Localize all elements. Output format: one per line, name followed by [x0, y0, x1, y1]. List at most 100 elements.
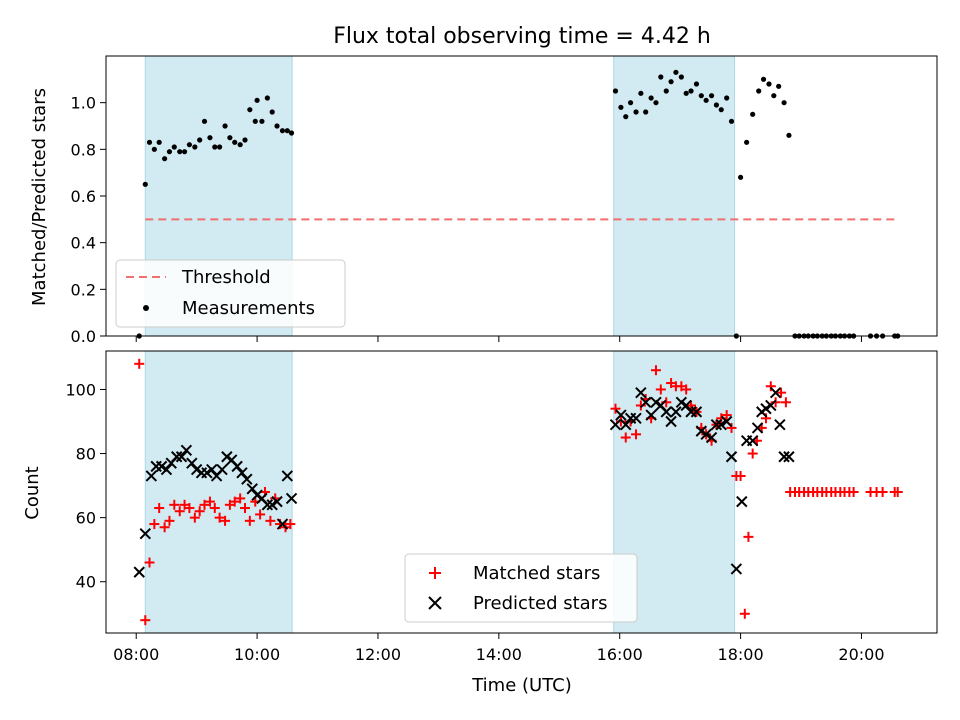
matched-star-point [681, 384, 692, 395]
matched-star-point [140, 615, 151, 626]
measurement-point [186, 142, 193, 148]
y-tick-label: 0.4 [71, 234, 96, 253]
bottom-axes-frame [105, 350, 938, 634]
x-axis-label: Time (UTC) [471, 675, 572, 696]
matched-star-point [229, 496, 240, 507]
bottom-y-ticks: 40 60 80 100 [65, 380, 106, 592]
measurement-point [737, 174, 744, 180]
predicted-star-point [246, 483, 258, 495]
predicted-star-point [778, 451, 790, 463]
x-tick-label: 12:00 [355, 645, 401, 664]
measurement-point [212, 144, 218, 150]
matched-star-point [285, 519, 296, 530]
y-tick-label: 100 [65, 380, 96, 399]
measurement-point [269, 109, 275, 115]
chart-title: Flux total observing time = 4.42 h [333, 24, 711, 49]
x-tick-label: 18:00 [718, 645, 764, 664]
predicted-star-point [670, 406, 682, 418]
measurement-point [633, 109, 639, 115]
predicted-star-point [645, 409, 657, 421]
predicted-star-point [635, 386, 647, 399]
measurement-point [663, 88, 669, 94]
predicted-star-point [774, 418, 786, 431]
measurement-point [781, 100, 787, 106]
measurement-point [274, 123, 280, 129]
measurement-point [242, 137, 248, 143]
predicted-star-point [639, 396, 652, 408]
top-y-ticks: 0.0 0.2 0.4 0.6 0.8 1.0 [71, 94, 106, 346]
measurement-point [279, 128, 286, 134]
measurement-point [708, 93, 715, 99]
matched-star-point [220, 515, 231, 526]
matched-star-point [240, 503, 251, 514]
predicted-legend-marker [428, 596, 442, 610]
x-tick-label: 20:00 [838, 645, 884, 664]
predicted-star-point [720, 415, 733, 428]
matched-star-point [169, 499, 180, 510]
predicted-star-point [160, 463, 173, 476]
measurement-point [623, 114, 629, 120]
measurement-point [638, 90, 644, 96]
predicted-star-point [145, 470, 158, 482]
measurement-point [162, 156, 168, 162]
measurement-point [744, 139, 750, 145]
measurement-point [222, 123, 228, 129]
shaded-interval [613, 55, 736, 337]
matched-legend-marker [429, 567, 441, 579]
predicted-star-point [285, 492, 298, 505]
x-tick-label: 10:00 [234, 645, 280, 664]
predicted-star-point [206, 463, 218, 476]
predicted-star-point [765, 399, 777, 412]
top-shaded-intervals [144, 55, 736, 337]
measurement-point [750, 111, 756, 117]
measurement-point [237, 142, 243, 148]
top-legend: Threshold Measurements [115, 259, 346, 328]
predicted-star-point [276, 518, 289, 530]
matched-star-point [892, 487, 903, 497]
matched-star-point [214, 512, 225, 523]
predicted-star-point [715, 418, 727, 431]
measurement-point [197, 137, 203, 143]
measurement-point [247, 107, 253, 113]
predicted-star-point [231, 460, 243, 473]
predicted-legend-label: Predicted stars [473, 593, 607, 614]
matched-star-point [159, 522, 170, 533]
x-tick-label: 08:00 [113, 645, 159, 664]
top-panel: 0.0 0.2 0.4 0.6 0.8 1.0 Matched/Predicted sta… [29, 55, 938, 346]
measurement-point [207, 135, 213, 141]
matched-star-point [189, 512, 200, 523]
predicted-star-point [665, 415, 677, 428]
predicted-star-point [783, 451, 795, 463]
predicted-star-point [180, 444, 193, 457]
measurement-point [217, 144, 223, 150]
measurement-point [678, 74, 684, 80]
predicted-star-point [133, 566, 145, 578]
predicted-star-point [736, 495, 748, 508]
predicted-star-point [186, 457, 198, 469]
predicted-star-point [690, 406, 703, 418]
y-tick-label: 0.8 [71, 140, 96, 159]
measurement-point [786, 132, 792, 138]
top-x-ticks [135, 336, 862, 342]
measurement-point [612, 88, 619, 94]
predicted-star-point [705, 431, 718, 444]
threshold-legend-label: Threshold [181, 267, 271, 288]
predicted-star-point [746, 435, 759, 447]
predicted-star-point [769, 386, 782, 399]
y-tick-label: 60 [76, 509, 96, 528]
predicted-star-point [660, 406, 672, 418]
matched-star-point [149, 519, 160, 530]
predicted-star-point [710, 418, 723, 431]
measurements-legend-marker [143, 305, 149, 311]
matched-star-point [765, 381, 776, 392]
matched-star-point [199, 499, 210, 510]
measurement-point [643, 109, 649, 115]
measurements-legend-label: Measurements [182, 298, 315, 319]
matched-star-point [265, 515, 276, 526]
matched-star-point [877, 487, 888, 497]
measurement-point [166, 149, 173, 155]
predicted-star-point [171, 451, 183, 463]
matched-star-point [209, 503, 220, 514]
matched-star-point [747, 448, 758, 459]
